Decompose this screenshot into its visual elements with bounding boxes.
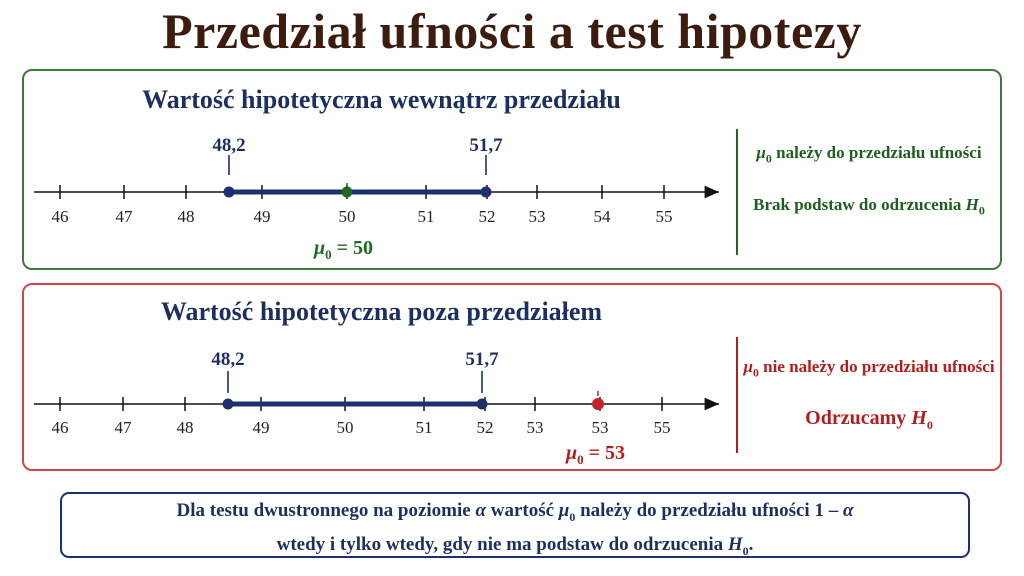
panel-heading: Wartość hipotetyczna poza przedziałem [160, 297, 603, 326]
axis-tick-label: 46 [52, 207, 69, 226]
inside-statement: μ0 należy do przedziału ufności [756, 143, 982, 166]
lower-bound-label: 48,2 [211, 349, 244, 370]
axis-tick-label: 52 [479, 207, 496, 226]
upper-bound-label: 51,7 [465, 349, 499, 370]
panel-divider [736, 337, 738, 453]
panel-heading: Wartość hipotetyczna wewnątrz przedziału [142, 85, 621, 114]
interval-upper-point [480, 186, 492, 198]
summary-box: Dla testu dwustronnego na poziomie α war… [60, 492, 970, 558]
axis-tick-label: 53 [527, 418, 544, 437]
summary-line-2: wtedy i tylko wtedy, gdy nie ma podstaw … [276, 533, 754, 558]
axis-tick-label: 46 [52, 418, 69, 437]
axis-tick-label: 48 [177, 418, 194, 437]
axis-tick-label: 50 [339, 207, 356, 226]
axis-tick-label: 50 [337, 418, 354, 437]
outside-conclusion: Odrzucamy H0 [805, 407, 933, 432]
axis-tick-label: 53 [592, 418, 609, 437]
outside-statement: μ0 nie należy do przedziału ufności [743, 357, 995, 380]
axis-ticks: 46 47 48 49 50 51 52 53 53 55 [52, 397, 671, 437]
page-title: Przedział ufności a test hipotezy [162, 3, 862, 59]
axis-tick-label: 55 [654, 418, 671, 437]
panel-divider [736, 129, 738, 255]
panel-outside-interval: Wartość hipotetyczna poza przedziałem 46… [22, 283, 1002, 471]
axis-tick-label: 53 [529, 207, 546, 226]
summary-line-1: Dla testu dwustronnego na poziomie α war… [176, 500, 854, 524]
axis-tick-label: 52 [477, 418, 494, 437]
axis-tick-label: 51 [416, 418, 433, 437]
mu0-point [592, 398, 604, 410]
axis-tick-label: 49 [253, 418, 270, 437]
interval-upper-point [476, 398, 488, 410]
number-line-inside: 46 47 48 49 50 51 52 53 54 55 48,2 51,7 μ0 = 50 [34, 135, 719, 262]
interval-lower-point [222, 398, 234, 410]
mu0-label: μ0 = 50 [313, 237, 373, 262]
upper-bound-label: 51,7 [469, 135, 503, 156]
axis-tick-label: 51 [418, 207, 435, 226]
number-line-outside: 46 47 48 49 50 51 52 53 53 55 48,2 51,7 μ0 = 53 [34, 349, 719, 467]
axis-tick-label: 49 [254, 207, 271, 226]
axis-tick-label: 47 [115, 418, 133, 437]
axis-tick-label: 54 [594, 207, 612, 226]
inside-conclusion: Brak podstaw do odrzucenia H0 [753, 195, 985, 218]
panel-inside-interval: Wartość hipotetyczna wewnątrz przedziału… [22, 69, 1002, 270]
axis-tick-label: 48 [178, 207, 195, 226]
axis-tick-label: 47 [116, 207, 134, 226]
mu0-label: μ0 = 53 [565, 442, 625, 467]
mu0-point [341, 186, 353, 198]
axis-tick-label: 55 [656, 207, 673, 226]
lower-bound-label: 48,2 [212, 135, 245, 156]
interval-lower-point [223, 186, 235, 198]
